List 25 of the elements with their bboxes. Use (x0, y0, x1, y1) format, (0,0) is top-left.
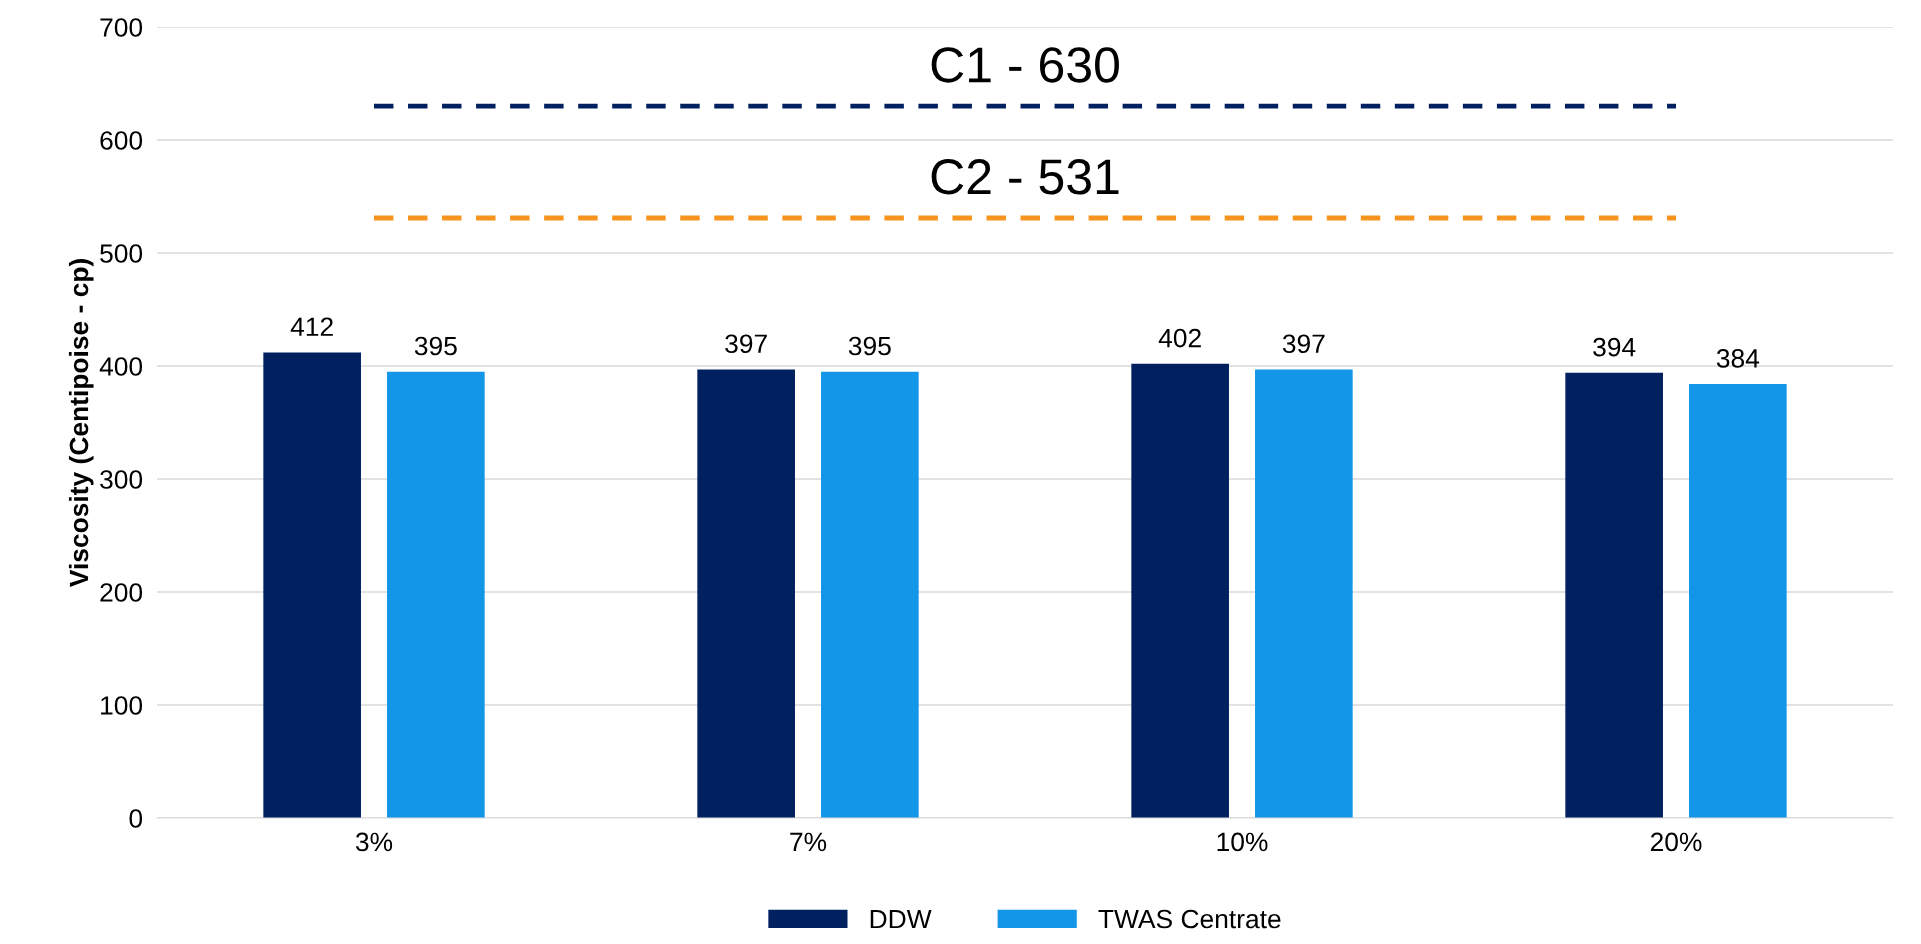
x-tick-label: 3% (355, 832, 393, 852)
legend-label: DDW (870, 909, 932, 929)
y-tick-label: 100 (101, 696, 143, 715)
data-label: 412 (290, 317, 333, 336)
y-tick-label: 700 (100, 18, 143, 37)
y-tick-label: 200 (100, 583, 143, 602)
data-label: 397 (1282, 334, 1325, 354)
ref-line-label: C2 - 531 (931, 159, 1119, 195)
x-tick-label: 7% (790, 832, 827, 852)
y-tick-label: 0 (129, 809, 143, 828)
y-tick-label: 300 (100, 470, 143, 489)
y-axis-title: Viscosity (Centipoise - cp) (68, 259, 94, 588)
x-tick-label: 20% (1650, 832, 1702, 852)
x-tick-label: 10% (1217, 832, 1268, 852)
y-tick-label: 400 (99, 357, 143, 376)
data-label: 395 (414, 336, 457, 356)
data-label: 397 (725, 334, 767, 354)
data-label: 384 (1716, 349, 1760, 368)
data-label: 402 (1158, 328, 1201, 348)
ref-line-label: C1 - 630 (931, 47, 1119, 83)
data-label: 394 (1593, 337, 1636, 357)
legend-label: TWAS Centrate (1098, 909, 1281, 929)
data-label: 395 (848, 336, 891, 356)
y-tick-label: 500 (100, 244, 143, 263)
y-tick-label: 600 (100, 131, 143, 150)
